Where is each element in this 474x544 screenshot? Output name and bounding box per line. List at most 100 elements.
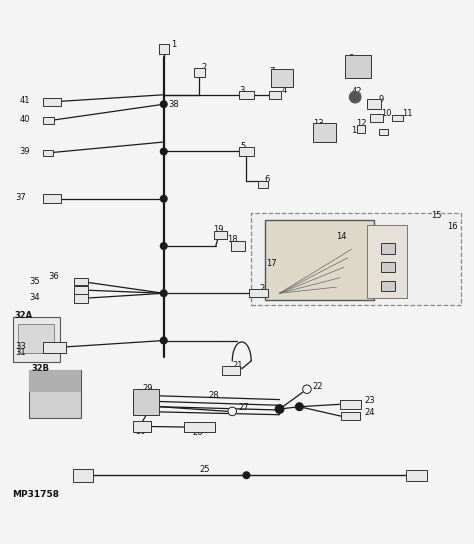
Text: 17: 17 — [266, 259, 277, 268]
Bar — [29, 370, 81, 392]
Text: 14: 14 — [336, 232, 347, 240]
Text: 25: 25 — [199, 465, 210, 474]
Text: 6: 6 — [264, 175, 270, 184]
Text: 1: 1 — [171, 40, 176, 49]
Text: 31: 31 — [15, 348, 26, 357]
Bar — [184, 422, 215, 432]
Text: 39: 39 — [19, 147, 30, 157]
Text: 19: 19 — [213, 225, 224, 234]
Bar — [43, 150, 53, 156]
Bar — [158, 44, 169, 54]
Text: 2: 2 — [201, 63, 207, 72]
Circle shape — [160, 337, 167, 344]
Circle shape — [243, 472, 250, 479]
Bar — [392, 115, 403, 121]
Text: 10: 10 — [381, 109, 392, 118]
Circle shape — [275, 405, 284, 413]
Text: 26: 26 — [192, 428, 203, 437]
Bar — [133, 389, 159, 415]
Bar — [29, 370, 81, 418]
Text: 36: 36 — [48, 272, 59, 281]
Circle shape — [160, 101, 167, 108]
Text: 18: 18 — [228, 236, 238, 244]
Bar — [74, 277, 88, 285]
Bar — [193, 69, 205, 77]
Text: 41: 41 — [19, 96, 30, 106]
Bar — [18, 324, 54, 353]
Bar — [271, 69, 292, 87]
Bar — [339, 400, 361, 409]
Text: 35: 35 — [29, 277, 40, 286]
Bar — [249, 289, 268, 297]
Bar — [265, 220, 374, 300]
Circle shape — [296, 403, 303, 411]
Text: 28: 28 — [209, 391, 219, 400]
Circle shape — [160, 290, 167, 296]
Text: 11: 11 — [402, 109, 413, 118]
Bar — [239, 90, 254, 99]
Text: 32A: 32A — [15, 311, 33, 320]
Bar — [239, 147, 254, 156]
Text: 11: 11 — [351, 126, 362, 135]
Text: 27: 27 — [238, 403, 248, 412]
Text: 13: 13 — [313, 119, 323, 128]
Text: 15: 15 — [431, 211, 441, 220]
Bar — [341, 412, 360, 420]
Bar — [231, 241, 245, 251]
Text: 5: 5 — [241, 143, 246, 151]
Text: 32B: 32B — [31, 364, 49, 373]
Bar — [381, 262, 395, 273]
Text: 40: 40 — [19, 115, 30, 125]
Text: 34: 34 — [29, 294, 40, 302]
Text: 33: 33 — [15, 342, 26, 351]
Text: 29: 29 — [143, 384, 153, 393]
Text: 42: 42 — [351, 87, 362, 96]
Bar — [74, 286, 88, 294]
Text: 9: 9 — [379, 95, 384, 103]
Bar — [269, 90, 281, 99]
Text: 38: 38 — [168, 100, 179, 109]
Text: MP31758: MP31758 — [12, 490, 60, 499]
Bar — [43, 195, 61, 203]
Circle shape — [228, 407, 237, 416]
Circle shape — [303, 385, 311, 393]
Bar — [367, 225, 407, 298]
Bar — [222, 366, 240, 375]
Bar — [381, 281, 395, 292]
Bar — [370, 114, 383, 122]
Bar — [43, 98, 61, 106]
Text: 16: 16 — [447, 222, 458, 231]
Bar — [313, 122, 336, 141]
Text: 22: 22 — [313, 382, 323, 391]
Text: 30: 30 — [136, 427, 146, 436]
Text: 20: 20 — [260, 284, 270, 293]
Bar — [379, 129, 388, 135]
Bar — [345, 55, 371, 78]
Text: 37: 37 — [15, 193, 26, 202]
Circle shape — [160, 148, 167, 155]
Text: 7: 7 — [269, 67, 274, 76]
Circle shape — [349, 91, 361, 103]
Circle shape — [160, 243, 167, 249]
Text: 3: 3 — [239, 85, 245, 95]
Bar — [406, 469, 428, 481]
Text: 4: 4 — [282, 85, 287, 95]
Bar — [43, 342, 66, 353]
Text: 12: 12 — [356, 119, 366, 128]
Text: 23: 23 — [365, 396, 375, 405]
Bar — [258, 181, 268, 188]
Text: 8: 8 — [348, 54, 354, 63]
Bar — [356, 126, 365, 133]
Circle shape — [160, 195, 167, 202]
Bar — [43, 118, 54, 124]
Bar — [381, 243, 395, 254]
Bar — [367, 99, 381, 109]
Bar — [73, 468, 93, 482]
Text: 24: 24 — [365, 409, 375, 417]
Text: 21: 21 — [232, 361, 243, 370]
Bar — [134, 422, 152, 432]
Bar — [251, 213, 462, 305]
Bar — [12, 317, 60, 362]
Bar — [74, 294, 88, 302]
Bar — [214, 231, 227, 239]
